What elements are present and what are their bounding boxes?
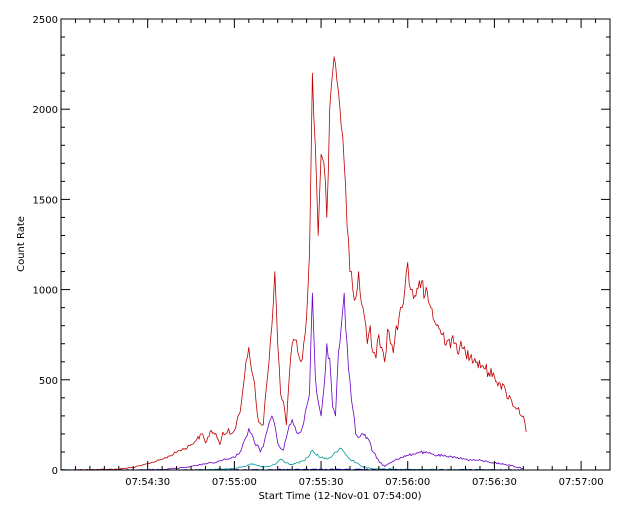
x-tick-label: 07:54:30 [125, 477, 170, 488]
x-tick-label: 07:56:00 [385, 477, 430, 488]
y-tick-label: 1500 [33, 195, 58, 206]
y-tick-label: 2000 [33, 105, 58, 116]
series-line-1 [61, 56, 527, 471]
y-axis-title: Count Rate [16, 216, 27, 272]
x-tick-label: 07:56:30 [472, 477, 517, 488]
x-axis-title: Start Time (12-Nov-01 07:54:00) [258, 491, 421, 502]
y-tick-label: 2500 [33, 15, 58, 26]
tick-layer: 07:54:30 07:55:00 07:55:30 07:56:00 07:56:30… [33, 15, 610, 488]
y-tick-label: 1000 [33, 286, 58, 297]
y-tick-label: 500 [39, 376, 58, 387]
x-tick-label: 07:55:00 [212, 477, 257, 488]
x-tick-label: 07:55:30 [299, 477, 344, 488]
y-tick-label: 0 [52, 466, 58, 477]
x-tick-label: 07:57:00 [559, 477, 604, 488]
